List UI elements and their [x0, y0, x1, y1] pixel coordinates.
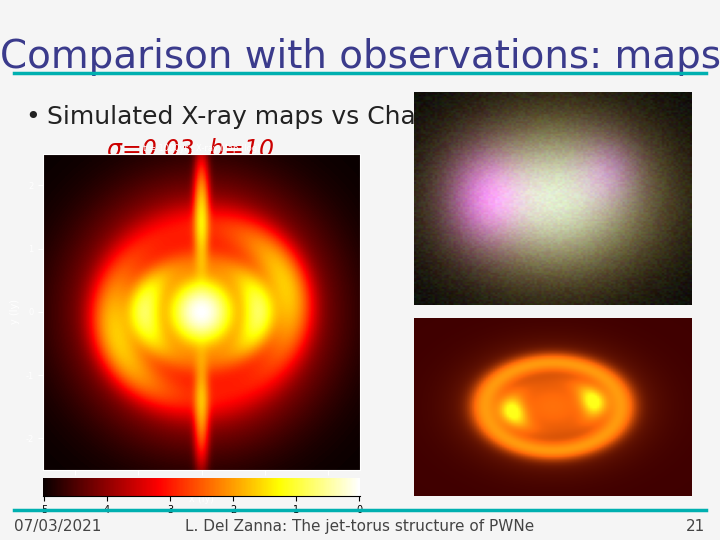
Text: Simulated X-ray maps vs Chandra images:: Simulated X-ray maps vs Chandra images:: [47, 105, 580, 129]
Text: Crab: Crab: [467, 122, 562, 156]
Title: t = 1000yr : X-ray Map (log): t = 1000yr : X-ray Map (log): [143, 144, 261, 153]
X-axis label: x (ly): x (ly): [189, 494, 214, 504]
Text: 21: 21: [686, 519, 706, 534]
Text: 07/03/2021: 07/03/2021: [14, 519, 102, 534]
Text: L. Del Zanna: The jet-torus structure of PWNe: L. Del Zanna: The jet-torus structure of…: [185, 519, 535, 534]
Text: Comparison with observations: maps: Comparison with observations: maps: [0, 38, 720, 76]
Text: Vela: Vela: [471, 343, 559, 377]
Text: •: •: [25, 105, 40, 129]
Y-axis label: y (ly): y (ly): [9, 299, 19, 325]
Text: σ=0.03, b=10: σ=0.03, b=10: [107, 138, 274, 161]
